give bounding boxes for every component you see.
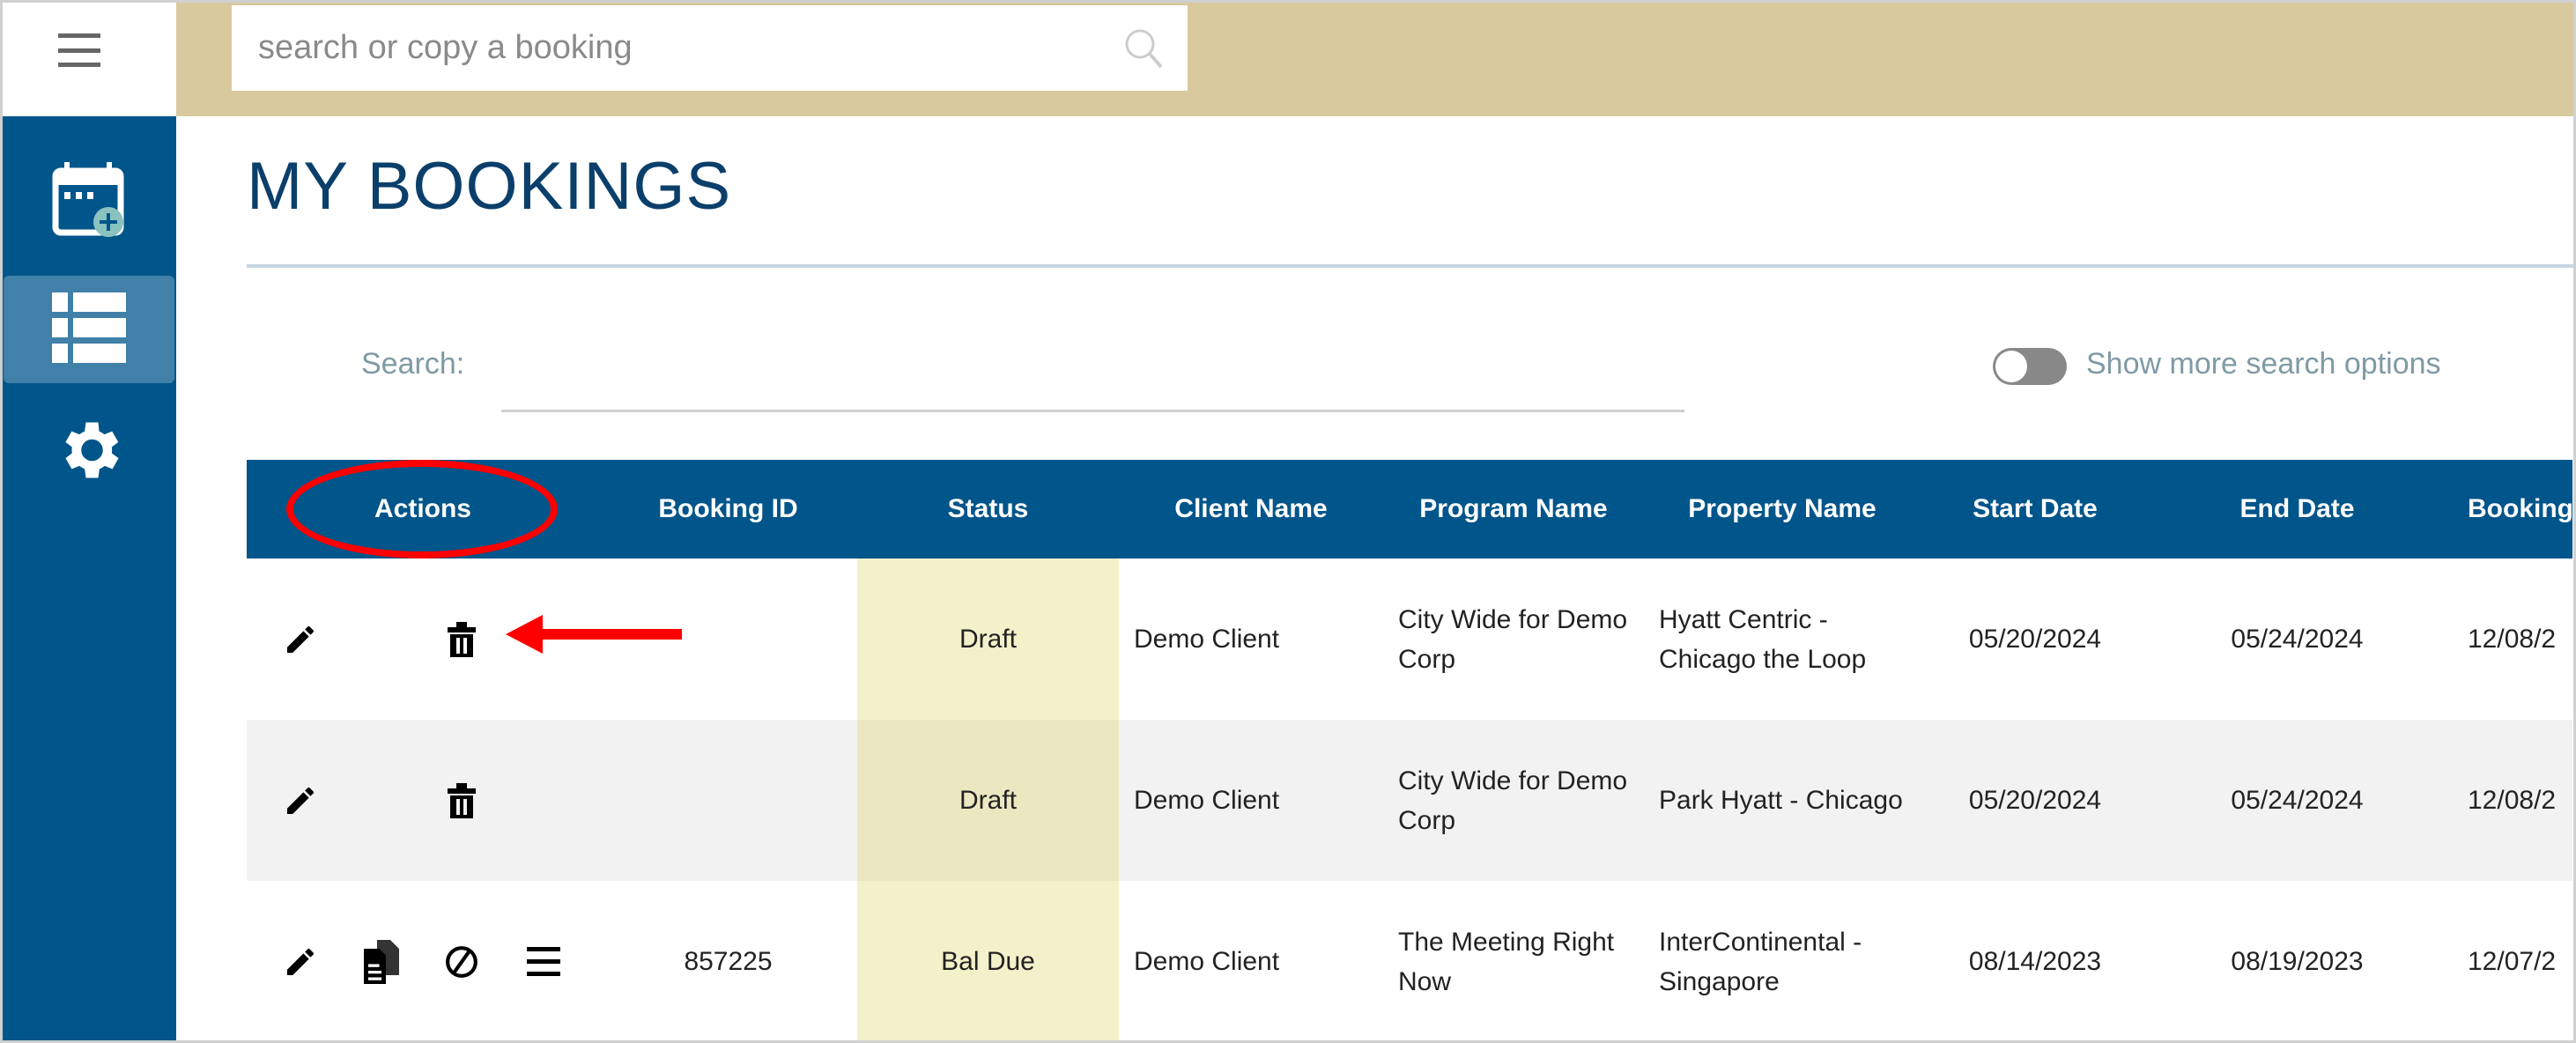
- end-date-cell: 05/24/2024: [2231, 625, 2364, 654]
- annotation-circle: [286, 460, 558, 558]
- search-icon[interactable]: [1122, 26, 1165, 75]
- sidebar-item-new-booking[interactable]: [4, 148, 174, 255]
- calendar-plus-icon: [52, 160, 126, 244]
- client-name-cell: Demo Client: [1119, 720, 1383, 881]
- hamburger-menu-icon[interactable]: [58, 33, 100, 67]
- list-bars-icon[interactable]: [527, 946, 560, 977]
- sidebar-item-my-bookings[interactable]: [4, 276, 174, 383]
- end-date-cell: 05/24/2024: [2150, 720, 2445, 881]
- booking-search-input[interactable]: [258, 29, 1104, 67]
- trash-icon[interactable]: [448, 621, 476, 657]
- annotation-arrow: [506, 615, 682, 654]
- status-cell: Draft: [857, 720, 1119, 881]
- booking-id-cell: [599, 720, 857, 881]
- divider: [247, 264, 2576, 268]
- start-date-cell: 05/20/2024: [1968, 625, 2102, 654]
- column-header-client-name[interactable]: Client Name: [1119, 460, 1383, 558]
- start-date-cell: 05/20/2024: [1921, 720, 2150, 881]
- actions-cell: [247, 558, 599, 720]
- list-icon: [52, 292, 126, 367]
- trash-icon[interactable]: [448, 782, 476, 818]
- gear-icon: [52, 413, 126, 492]
- booking-cell: 12/07/2: [2468, 947, 2557, 976]
- client-name-cell: Demo Client: [1134, 625, 1280, 654]
- booking-search-box: [232, 5, 1188, 91]
- column-header-booking-id[interactable]: Booking ID: [599, 460, 857, 558]
- column-header-start-date[interactable]: Start Date: [1921, 460, 2150, 558]
- booking-cell: 12/08/2: [2468, 625, 2557, 654]
- pencil-icon[interactable]: [283, 622, 318, 657]
- bookings-table: Actions Booking ID Status Client Name Progra…: [247, 460, 2572, 1043]
- program-name-cell: City Wide for Demo Corp: [1398, 604, 1628, 674]
- menu-area: [0, 0, 176, 116]
- page-title: MY BOOKINGS: [247, 149, 732, 224]
- program-name-cell: City Wide for Demo Corp: [1383, 720, 1644, 881]
- end-date-cell: 08/19/2023: [2231, 947, 2364, 976]
- program-name-cell: The Meeting Right Now: [1398, 927, 1615, 996]
- actions-cell: [247, 881, 599, 1042]
- property-name-cell: Hyatt Centric - Chicago the Loop: [1659, 604, 1867, 674]
- table-row[interactable]: Draft Demo Client City Wide for Demo Corp P…: [247, 720, 2572, 881]
- search-label: Search:: [361, 347, 465, 381]
- start-date-cell: 08/14/2023: [1968, 947, 2102, 976]
- table-row[interactable]: 857225 Bal Due Demo Client The Meeting Righ…: [247, 881, 2572, 1042]
- status-cell: Bal Due: [857, 881, 1119, 1042]
- property-name-cell: Park Hyatt - Chicago: [1644, 720, 1921, 881]
- column-header-status[interactable]: Status: [857, 460, 1119, 558]
- column-header-program-name[interactable]: Program Name: [1383, 460, 1644, 558]
- sidebar: [0, 116, 176, 1043]
- search-input[interactable]: [501, 352, 1684, 412]
- table-row[interactable]: Draft Demo Client City Wide for Demo Corp H…: [247, 558, 2572, 720]
- column-header-booking[interactable]: Booking: [2445, 460, 2572, 558]
- actions-cell: [247, 720, 599, 881]
- pencil-icon[interactable]: [283, 783, 318, 818]
- column-header-property-name[interactable]: Property Name: [1644, 460, 1921, 558]
- top-bar: [176, 0, 2576, 116]
- sidebar-item-settings[interactable]: [4, 398, 174, 506]
- booking-cell: 12/08/2: [2445, 720, 2572, 881]
- status-cell: Draft: [857, 558, 1119, 720]
- document-copy-icon[interactable]: [364, 939, 399, 984]
- pencil-icon[interactable]: [283, 944, 318, 980]
- booking-id-cell: 857225: [684, 947, 773, 976]
- column-header-end-date[interactable]: End Date: [2150, 460, 2445, 558]
- property-name-cell: InterContinental - Singapore: [1659, 927, 1862, 996]
- toggle-label: Show more search options: [2086, 347, 2441, 381]
- ban-icon[interactable]: [444, 944, 479, 980]
- more-search-options-toggle[interactable]: [1993, 348, 2067, 385]
- client-name-cell: Demo Client: [1134, 947, 1280, 976]
